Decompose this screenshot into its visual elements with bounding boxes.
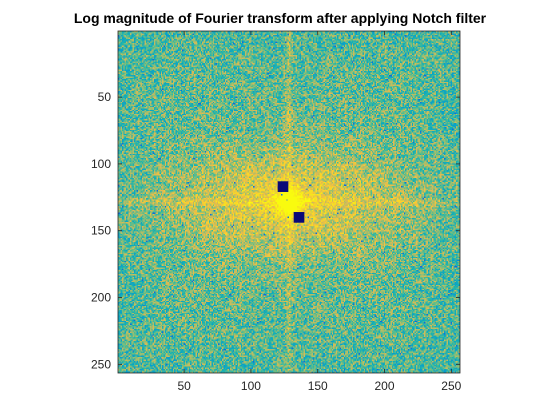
notch-markers [277, 181, 305, 223]
heatmap-image [118, 31, 460, 373]
chart-title: Log magnitude of Fourier transform after… [74, 10, 487, 26]
y-tick-label: 250 [91, 357, 111, 371]
y-axis: 50 100 150 200 250 [91, 90, 460, 371]
y-tick-label: 100 [91, 157, 111, 171]
y-tick-label: 50 [98, 90, 112, 104]
heatmap-image-frame [118, 31, 460, 373]
x-tick-label: 250 [441, 379, 461, 393]
plot-area: 50 100 150 200 250 50 100 150 200 250 [91, 30, 462, 393]
x-tick-label: 100 [241, 379, 261, 393]
x-tick-label: 150 [308, 379, 328, 393]
notch-marker-1 [277, 181, 289, 192]
y-tick-label: 150 [91, 224, 111, 238]
y-tick-label: 200 [91, 291, 111, 305]
x-tick-label: 200 [375, 379, 395, 393]
x-axis: 50 100 150 200 250 [177, 31, 462, 393]
x-tick-label: 50 [177, 379, 191, 393]
notch-marker-2 [293, 212, 305, 223]
axes-box [117, 30, 461, 374]
